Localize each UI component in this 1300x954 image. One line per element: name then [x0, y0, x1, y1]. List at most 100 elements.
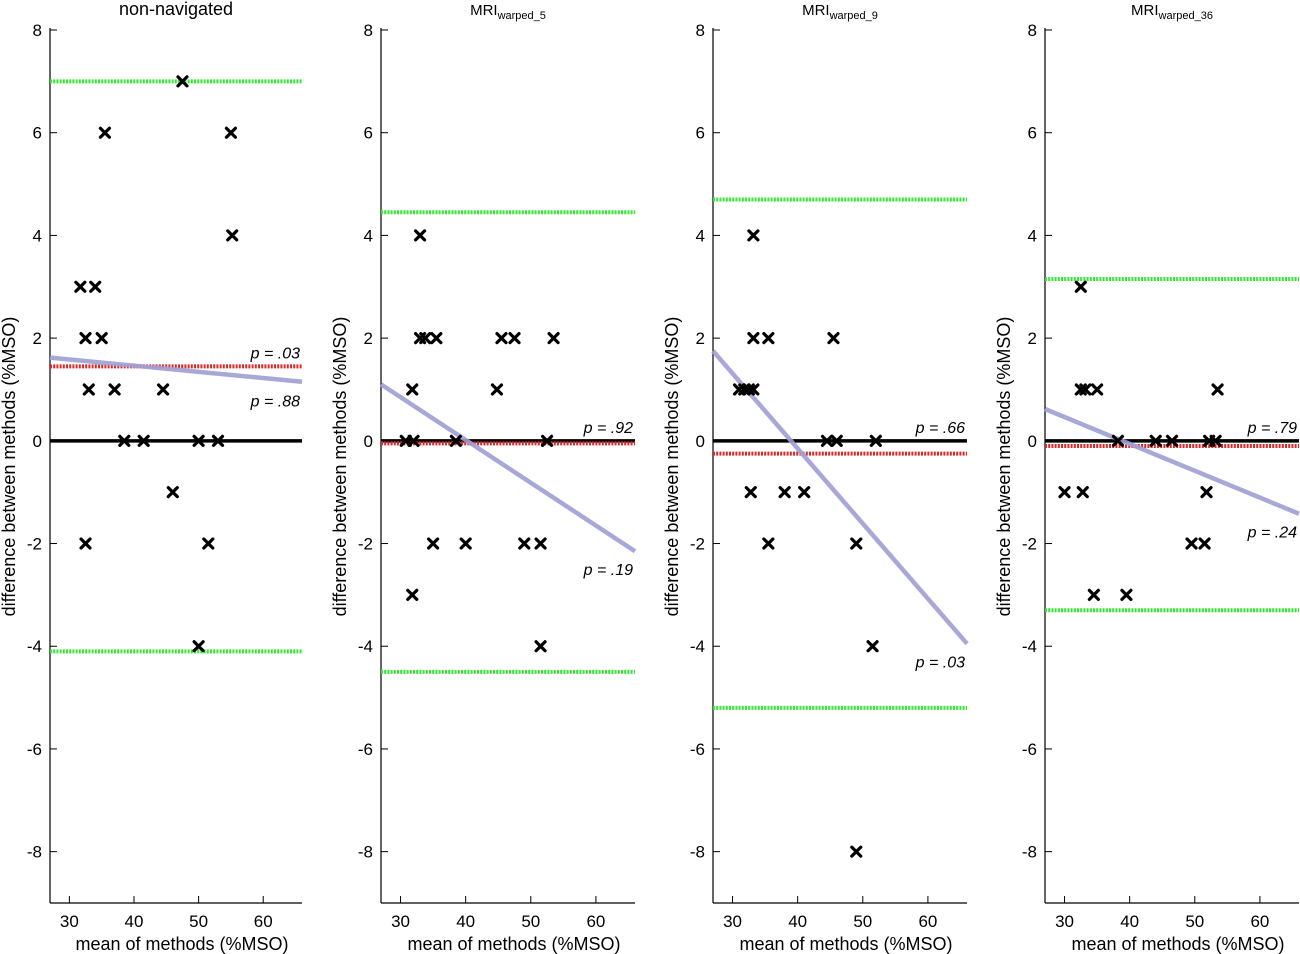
data-point — [1058, 486, 1071, 499]
data-point — [1087, 588, 1100, 601]
data-point — [762, 332, 775, 345]
y-tick-label: 2 — [696, 329, 705, 348]
panel-title: MRIwarped_5 — [470, 2, 546, 22]
p-value-mean: p = .79 — [1247, 420, 1297, 437]
x-axis-label: mean of methods (%MSO) — [1071, 934, 1284, 954]
y-tick-label: 4 — [1028, 226, 1037, 245]
data-point — [1074, 280, 1087, 293]
p-value-slope: p = .03 — [915, 655, 965, 672]
data-point — [89, 280, 102, 293]
y-tick-label: 0 — [696, 432, 705, 451]
data-point — [137, 434, 150, 447]
y-tick-label: -8 — [27, 843, 42, 862]
y-tick-label: 4 — [33, 226, 42, 245]
panel-title: MRIwarped_9 — [802, 2, 878, 22]
data-point — [762, 537, 775, 550]
data-point — [79, 332, 92, 345]
data-point — [778, 486, 791, 499]
data-point — [490, 383, 504, 396]
y-tick-label: 6 — [1028, 124, 1037, 143]
data-point — [406, 383, 419, 396]
data-point — [419, 332, 432, 345]
x-tick-label: 40 — [788, 912, 807, 931]
y-tick-label: -6 — [27, 740, 42, 759]
y-tick-label: 8 — [696, 21, 705, 40]
y-tick-label: -2 — [358, 535, 373, 554]
y-tick-label: -2 — [690, 535, 705, 554]
panel-title: MRIwarped_36 — [1131, 2, 1213, 22]
data-point — [869, 434, 882, 447]
data-point — [211, 434, 225, 447]
y-tick-label: 6 — [33, 124, 42, 143]
data-point — [830, 434, 843, 447]
data-point — [1091, 383, 1104, 396]
data-point — [95, 332, 108, 345]
panel-title-main: MRI — [470, 2, 498, 19]
y-tick-label: 8 — [33, 21, 42, 40]
x-tick-label: 40 — [1120, 912, 1139, 931]
x-tick-label: 50 — [853, 912, 872, 931]
p-value-slope: p = .88 — [250, 393, 300, 410]
data-point — [547, 332, 560, 345]
data-point — [1076, 486, 1089, 499]
y-tick-label: 6 — [364, 124, 373, 143]
y-tick-label: -8 — [358, 843, 373, 862]
y-tick-label: 0 — [1028, 432, 1037, 451]
y-tick-label: -4 — [358, 637, 373, 656]
panel-2: 8 6 4 2 0 -2 -4 -6 -8 30 40 50 60 mean of methods (%M… — [330, 2, 637, 954]
data-point — [747, 332, 760, 345]
data-point — [540, 434, 554, 447]
data-point — [224, 126, 238, 139]
panel-title-main: MRI — [1131, 2, 1159, 19]
data-point — [1200, 486, 1213, 499]
data-point — [534, 537, 547, 550]
data-point — [850, 845, 863, 858]
x-axis-label: mean of methods (%MSO) — [407, 934, 620, 954]
data-point — [1185, 537, 1198, 550]
y-tick-label: -4 — [690, 637, 705, 656]
x-axis-label: mean of methods (%MSO) — [739, 934, 952, 954]
data-point — [534, 640, 547, 653]
data-point — [108, 383, 121, 396]
data-point — [850, 537, 863, 550]
x-tick-label: 30 — [1055, 912, 1074, 931]
y-tick-label: 6 — [696, 124, 705, 143]
x-tick-label: 60 — [918, 912, 937, 931]
data-point — [1149, 434, 1162, 447]
p-value-mean: p = .66 — [915, 420, 965, 437]
y-tick-label: 0 — [364, 432, 373, 451]
data-point — [413, 229, 427, 242]
x-tick-label: 30 — [60, 912, 79, 931]
p-value-slope: p = .19 — [583, 562, 633, 579]
data-point — [176, 75, 189, 88]
p-value-slope: p = .24 — [1247, 525, 1297, 542]
data-point — [192, 640, 205, 653]
data-point — [827, 332, 840, 345]
x-axis-label: mean of methods (%MSO) — [75, 934, 288, 954]
y-tick-label: 2 — [33, 329, 42, 348]
data-point — [1209, 434, 1222, 447]
y-tick-label: -4 — [27, 637, 42, 656]
regression-line — [49, 355, 303, 385]
panel-title-main: non-navigated — [119, 0, 233, 19]
regression-line — [711, 349, 969, 646]
y-tick-label: 2 — [364, 329, 373, 348]
data-point — [1198, 537, 1211, 550]
panel-title: non-navigated — [119, 0, 233, 19]
panel-title-main: MRI — [802, 2, 830, 19]
data-point — [798, 486, 811, 499]
panel-title-sub: warped_5 — [497, 10, 546, 22]
y-tick-label: -8 — [690, 843, 705, 862]
regression-line — [1044, 406, 1300, 516]
data-point — [820, 434, 834, 447]
panel-title-sub: warped_9 — [829, 10, 878, 22]
data-point — [1111, 434, 1125, 447]
data-point — [744, 486, 757, 499]
x-tick-label: 60 — [586, 912, 605, 931]
y-tick-label: -6 — [1022, 740, 1037, 759]
data-point — [1079, 383, 1092, 396]
panel-1: 8 6 4 2 0 -2 -4 -6 -8 30 40 50 60 mean of methods (%M… — [0, 0, 303, 954]
data-point — [407, 434, 420, 447]
y-tick-label: -4 — [1022, 637, 1037, 656]
